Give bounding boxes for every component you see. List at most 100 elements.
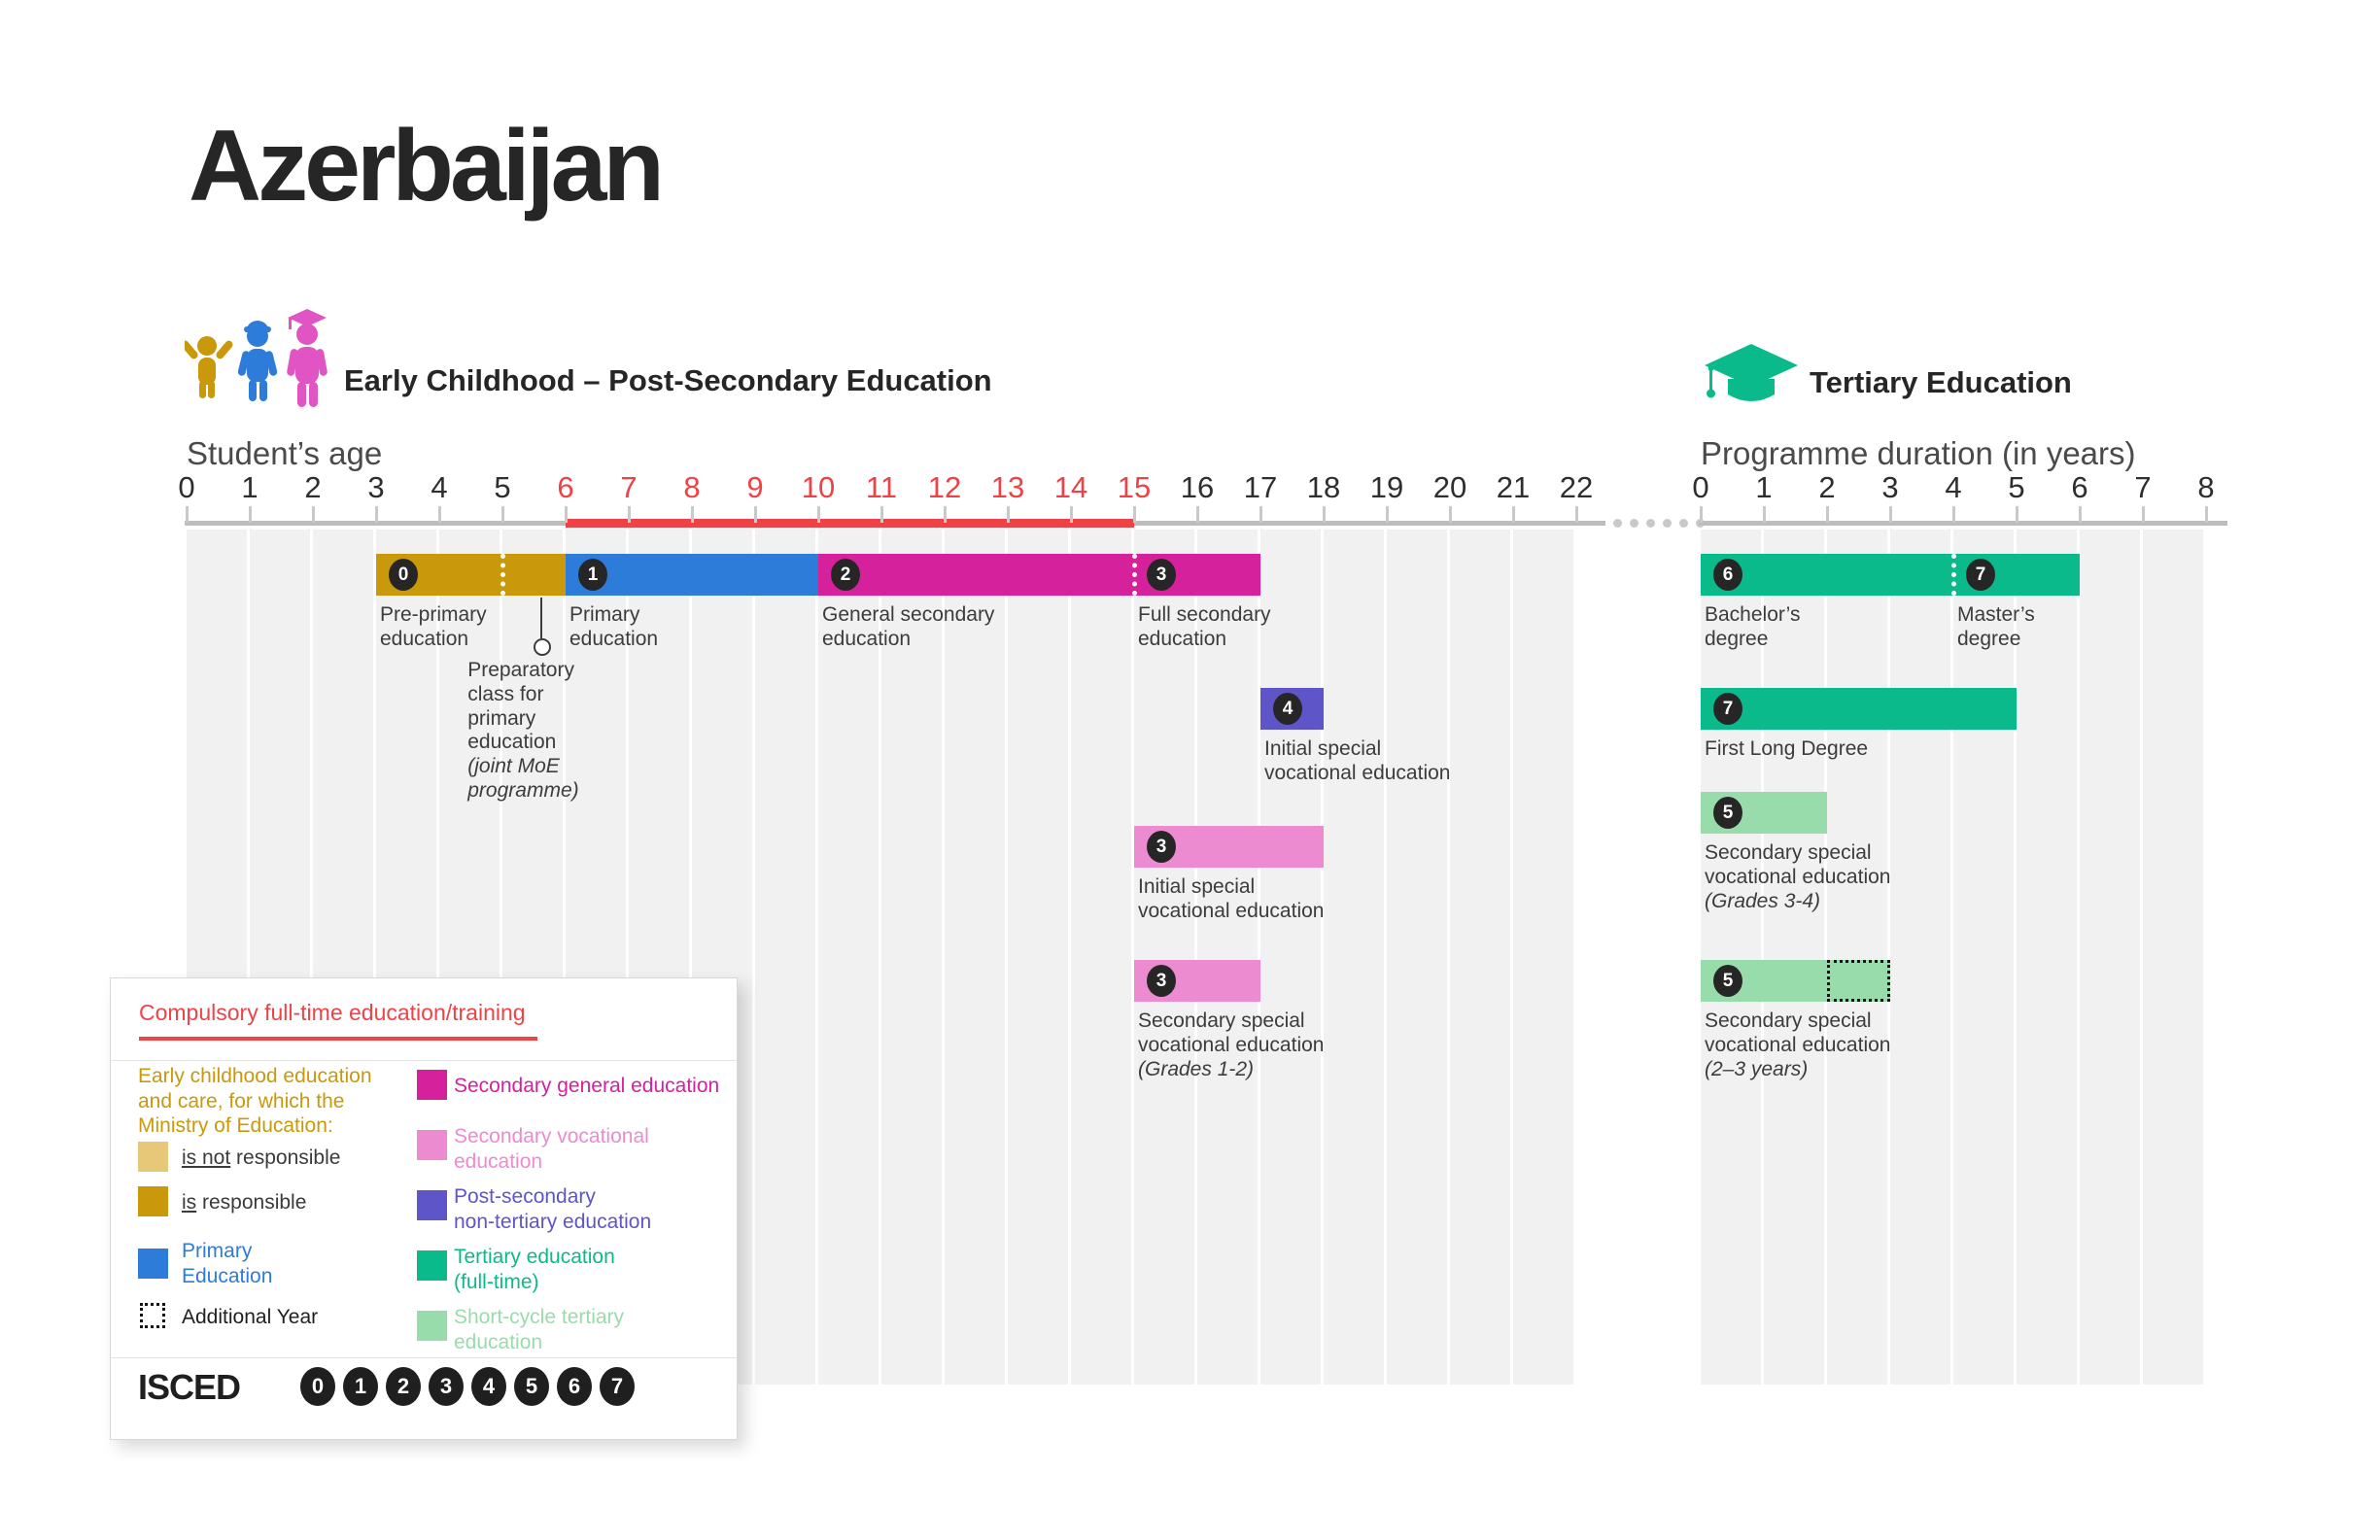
bar-label: Secondary special vocational education (G…	[1138, 1010, 1325, 1080]
page-title: Azerbaijan	[189, 110, 665, 222]
axis-tick-label: 3	[367, 470, 385, 504]
education-bar	[1701, 688, 2017, 730]
isced-level-1: 1	[343, 1367, 378, 1406]
secondary-vocational-label: Secondary vocational education	[454, 1125, 649, 1173]
axis-tick-label: 2	[304, 470, 322, 504]
rest-text: responsible	[230, 1146, 341, 1169]
axis-tick	[2078, 506, 2082, 523]
axis-tick-label: 20	[1432, 470, 1467, 504]
axis-line	[1699, 521, 2227, 526]
not-responsible-label: is not responsible	[182, 1146, 340, 1171]
axis-tick	[627, 506, 631, 523]
education-bar	[566, 554, 818, 596]
isced-badge: 3	[1147, 965, 1176, 997]
tertiary-label: Tertiary education (full-time)	[454, 1246, 615, 1293]
isced-level-4: 4	[471, 1367, 506, 1406]
additional-year-divider	[1132, 554, 1137, 596]
axis-tick-label: 8	[2197, 470, 2215, 504]
axis-tick	[1132, 506, 1136, 523]
axis-tick	[185, 506, 189, 523]
callout-line	[540, 598, 543, 638]
axis-tick	[1322, 506, 1326, 523]
axis-tick-label: 15	[1117, 470, 1152, 504]
additional-year-extension	[1827, 960, 1890, 1002]
left-axis-title: Student’s age	[187, 435, 383, 471]
legend-divider-top	[111, 1060, 737, 1061]
axis-tick-label: 0	[178, 470, 195, 504]
axis-tick	[2141, 506, 2145, 523]
isced-badge: 7	[1966, 559, 1995, 591]
axis-tick	[880, 506, 883, 523]
isced-label: ISCED	[138, 1367, 241, 1407]
pink-graduate-icon	[287, 309, 328, 407]
additional-year-label: Additional Year	[182, 1306, 319, 1328]
axis-tick-label: 19	[1369, 470, 1404, 504]
axis-continuation-dots	[1613, 519, 1705, 529]
axis-tick-label: 16	[1180, 470, 1215, 504]
bar-label: Secondary special vocational education (G…	[1705, 841, 1891, 912]
axis-tick	[1069, 506, 1073, 523]
axis-tick-label: 8	[683, 470, 701, 504]
right-section-heading: Tertiary Education	[1810, 365, 2072, 399]
axis-tick-label: 22	[1559, 470, 1594, 504]
axis-tick-label: 4	[431, 470, 448, 504]
axis-tick	[311, 506, 315, 523]
axis-tick-label: 5	[2008, 470, 2025, 504]
responsible-label: is responsible	[182, 1190, 306, 1215]
axis-tick-label: 0	[1692, 470, 1709, 504]
left-section-heading: Early Childhood – Post-Secondary Educati…	[344, 363, 992, 397]
axis-tick-label: 7	[620, 470, 638, 504]
swatch-responsible	[138, 1186, 168, 1216]
graduation-cap-icon	[1699, 342, 1800, 412]
blue-child-icon	[237, 321, 278, 401]
bar-label: Master’s degree	[1957, 603, 2035, 650]
compulsory-axis-segment	[566, 519, 1134, 528]
axis-tick-label: 5	[494, 470, 511, 504]
axis-tick	[437, 506, 441, 523]
plot-columns	[1701, 530, 2206, 1385]
children-icons	[181, 307, 332, 410]
bar-label: Primary education	[569, 603, 659, 650]
bar-label-note: (Grades 1-2)	[1138, 1057, 1255, 1080]
axis-tick	[1511, 506, 1515, 523]
bar-label: Secondary special vocational education (2…	[1705, 1010, 1891, 1080]
swatch-post-secondary	[417, 1190, 447, 1220]
axis-tick	[1385, 506, 1389, 523]
axis-tick	[2204, 506, 2208, 523]
additional-year-divider	[1951, 554, 1956, 596]
axis-tick-label: 2	[1818, 470, 1836, 504]
axis-tick	[753, 506, 757, 523]
swatch-primary-education	[138, 1249, 168, 1279]
axis-tick-label: 10	[801, 470, 836, 504]
secondary-general-label: Secondary general education	[454, 1075, 720, 1097]
isced-level-3: 3	[429, 1367, 464, 1406]
axis-tick-label: 9	[746, 470, 764, 504]
axis-tick	[1888, 506, 1892, 523]
isced-badge: 2	[831, 559, 860, 591]
axis-tick	[1259, 506, 1262, 523]
axis-tick-label: 12	[927, 470, 962, 504]
callout-note: (joint MoE programme)	[467, 755, 579, 802]
bar-label: Full secondary education	[1138, 603, 1271, 650]
axis-tick	[1951, 506, 1955, 523]
axis-tick-label: 1	[241, 470, 259, 504]
isced-level-6: 6	[557, 1367, 592, 1406]
primary-education-label: Primary Education	[182, 1240, 273, 1287]
isced-badge: 5	[1713, 797, 1742, 829]
axis-tick-label: 6	[557, 470, 574, 504]
isced-badge: 6	[1713, 559, 1742, 591]
axis-tick	[564, 506, 568, 523]
rest-text: responsible	[196, 1191, 307, 1214]
legend-divider-bottom	[111, 1357, 737, 1358]
axis-tick-label: 4	[1945, 470, 1962, 504]
bar-label-note: (Grades 3-4)	[1705, 889, 1821, 912]
axis-tick	[1762, 506, 1766, 523]
axis-tick-label: 3	[1881, 470, 1899, 504]
ecec-paragraph: Early childhood education and care, for …	[138, 1065, 372, 1138]
bar-label: Initial special vocational education	[1264, 737, 1451, 784]
axis-tick	[816, 506, 820, 523]
axis-tick	[1825, 506, 1829, 523]
axis-tick-label: 6	[2071, 470, 2088, 504]
